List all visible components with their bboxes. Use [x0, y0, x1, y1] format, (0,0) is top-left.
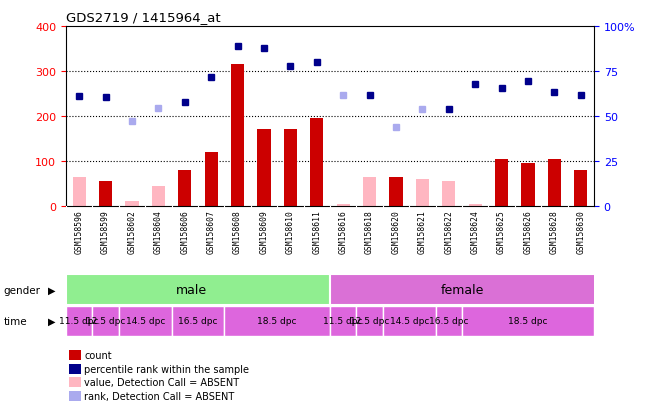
Text: ▶: ▶ [48, 285, 55, 295]
Text: GSM158606: GSM158606 [180, 210, 189, 254]
Text: value, Detection Call = ABSENT: value, Detection Call = ABSENT [84, 377, 240, 387]
Bar [178, 171, 191, 206]
Text: GSM158609: GSM158609 [259, 210, 269, 254]
Text: 14.5 dpc: 14.5 dpc [389, 317, 429, 325]
Text: 11.5 dpc: 11.5 dpc [59, 317, 99, 325]
Text: GSM158611: GSM158611 [312, 210, 321, 254]
Bar [330, 306, 356, 336]
Bar [462, 306, 594, 336]
Bar [416, 180, 429, 206]
Bar [92, 306, 119, 336]
Text: GSM158602: GSM158602 [127, 210, 137, 254]
Bar [205, 152, 218, 206]
Text: GSM158608: GSM158608 [233, 210, 242, 254]
Text: GSM158610: GSM158610 [286, 210, 295, 254]
Bar [172, 306, 224, 336]
Text: female: female [440, 284, 484, 297]
Text: 14.5 dpc: 14.5 dpc [125, 317, 165, 325]
Text: 12.5 dpc: 12.5 dpc [86, 317, 125, 325]
Text: 16.5 dpc: 16.5 dpc [178, 317, 218, 325]
Text: 18.5 dpc: 18.5 dpc [257, 317, 297, 325]
Text: count: count [84, 350, 112, 360]
Text: GSM158620: GSM158620 [391, 210, 401, 254]
Bar [119, 306, 172, 336]
Text: GDS2719 / 1415964_at: GDS2719 / 1415964_at [66, 11, 220, 24]
Bar [310, 119, 323, 206]
Bar [66, 306, 92, 336]
Bar [495, 159, 508, 206]
Bar [356, 306, 383, 336]
Text: GSM158625: GSM158625 [497, 210, 506, 254]
Text: percentile rank within the sample: percentile rank within the sample [84, 364, 249, 374]
Bar [383, 306, 436, 336]
Bar [521, 164, 535, 206]
Bar [73, 177, 86, 206]
Bar [330, 275, 607, 306]
Bar [337, 204, 350, 206]
Bar [442, 182, 455, 206]
Text: ▶: ▶ [48, 316, 55, 326]
Text: GSM158604: GSM158604 [154, 210, 163, 254]
Bar [389, 177, 403, 206]
Text: GSM158596: GSM158596 [75, 210, 84, 254]
Text: rank, Detection Call = ABSENT: rank, Detection Call = ABSENT [84, 391, 235, 401]
Text: GSM158626: GSM158626 [523, 210, 533, 254]
Bar [284, 130, 297, 206]
Text: 12.5 dpc: 12.5 dpc [350, 317, 389, 325]
Bar [224, 306, 330, 336]
Bar [574, 171, 587, 206]
Bar [257, 130, 271, 206]
Text: gender: gender [3, 285, 40, 295]
Text: GSM158621: GSM158621 [418, 210, 427, 254]
Bar [548, 159, 561, 206]
Bar [66, 275, 330, 306]
Text: GSM158624: GSM158624 [471, 210, 480, 254]
Text: GSM158630: GSM158630 [576, 210, 585, 254]
Text: GSM158607: GSM158607 [207, 210, 216, 254]
Text: 16.5 dpc: 16.5 dpc [429, 317, 469, 325]
Bar [436, 306, 462, 336]
Bar [125, 202, 139, 206]
Text: 18.5 dpc: 18.5 dpc [508, 317, 548, 325]
Text: GSM158616: GSM158616 [339, 210, 348, 254]
Text: GSM158599: GSM158599 [101, 210, 110, 254]
Bar [152, 186, 165, 206]
Text: GSM158618: GSM158618 [365, 210, 374, 254]
Bar [363, 177, 376, 206]
Bar [469, 204, 482, 206]
Text: time: time [3, 316, 27, 326]
Bar [99, 182, 112, 206]
Text: male: male [176, 284, 207, 297]
Text: 11.5 dpc: 11.5 dpc [323, 317, 363, 325]
Bar [231, 65, 244, 206]
Text: GSM158628: GSM158628 [550, 210, 559, 254]
Text: GSM158622: GSM158622 [444, 210, 453, 254]
